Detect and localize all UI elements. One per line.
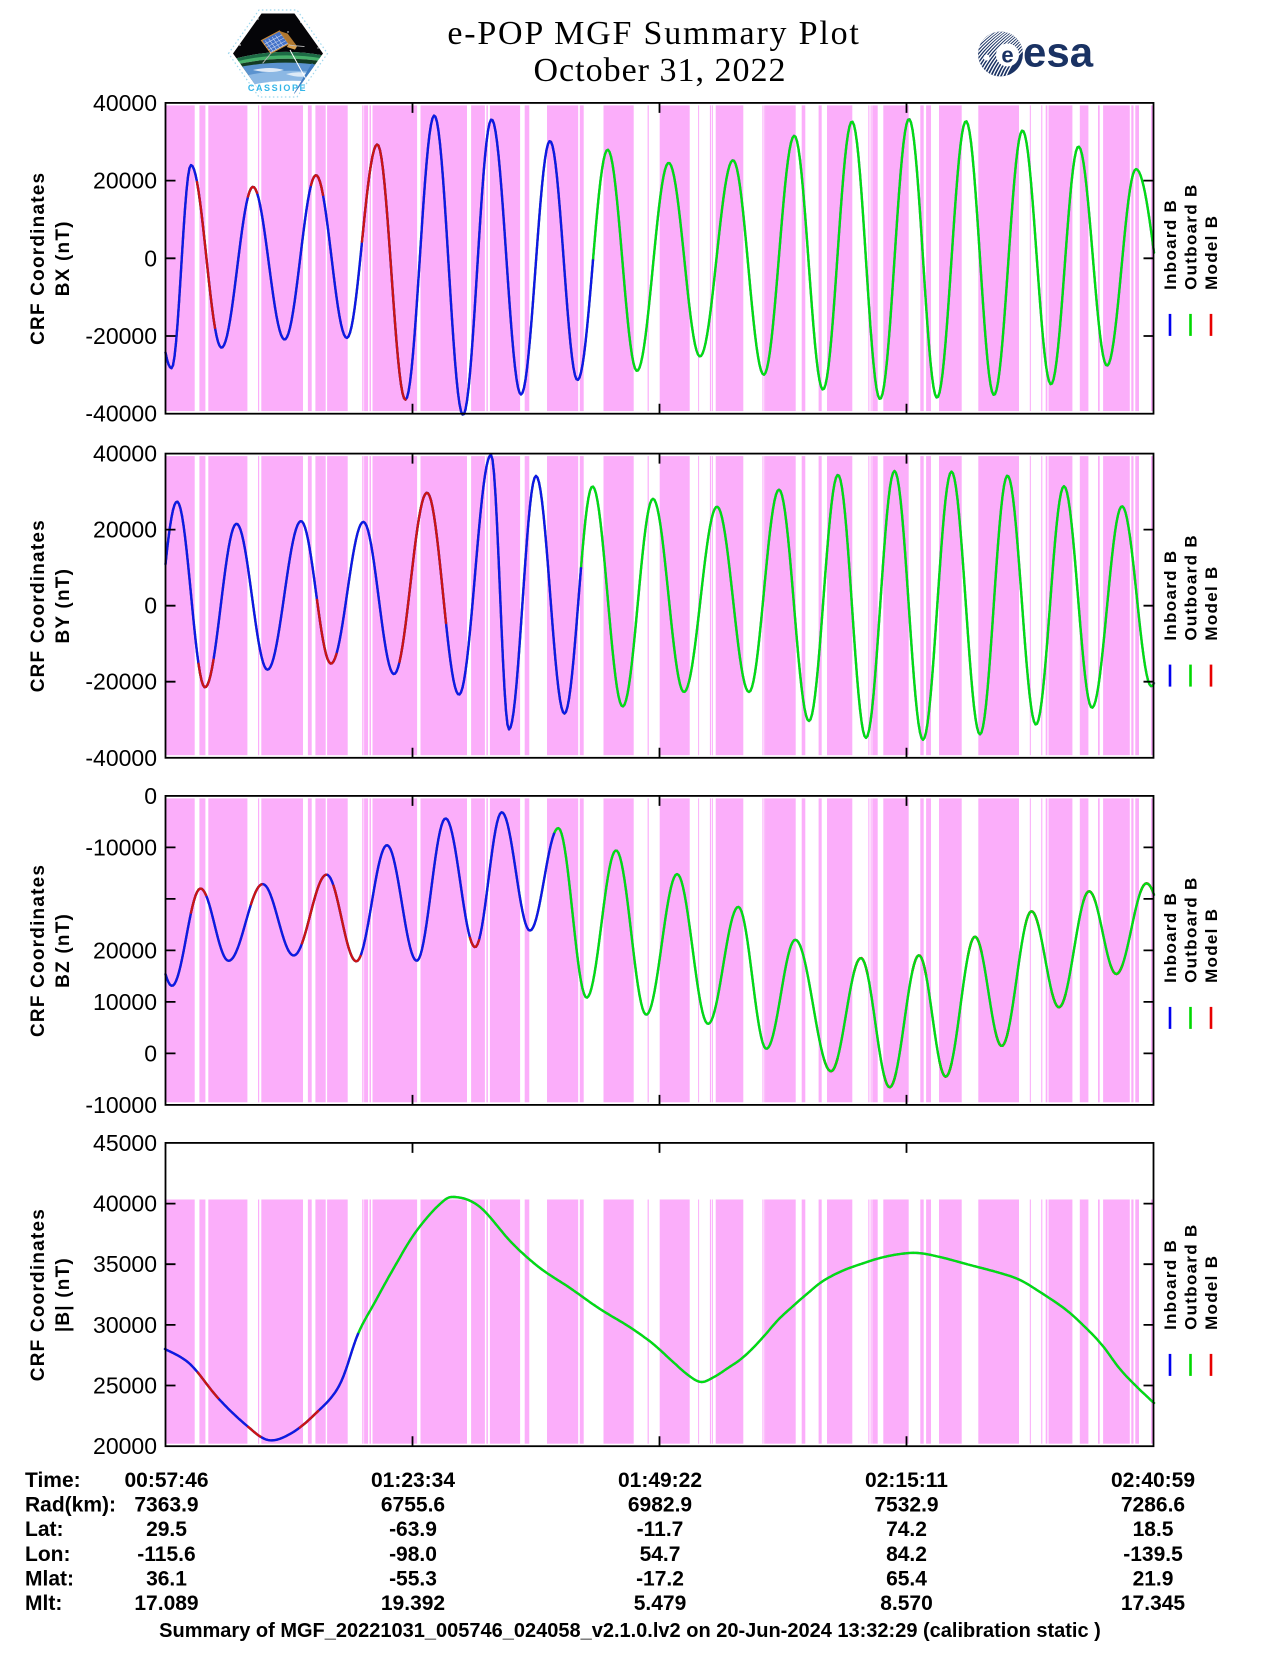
svg-text:-20000: -20000 (85, 669, 157, 695)
svg-text:65.4: 65.4 (886, 1567, 927, 1590)
svg-text:40000: 40000 (93, 90, 157, 116)
svg-text:20000: 20000 (93, 168, 157, 194)
svg-text:-17.2: -17.2 (636, 1567, 684, 1590)
svg-text:-10000: -10000 (85, 834, 157, 860)
svg-text:7286.6: 7286.6 (1121, 1494, 1185, 1517)
svg-text:45000: 45000 (93, 1130, 157, 1156)
svg-text:BZ (nT): BZ (nT) (53, 913, 74, 988)
svg-text:20000: 20000 (93, 517, 157, 543)
svg-text:19.392: 19.392 (381, 1592, 445, 1615)
svg-text:CRF Coordinates: CRF Coordinates (28, 864, 49, 1037)
svg-text:5.479: 5.479 (634, 1592, 687, 1615)
svg-text:0: 0 (144, 1040, 157, 1066)
svg-text:54.7: 54.7 (640, 1543, 681, 1566)
svg-text:Model B: Model B (1202, 908, 1221, 983)
svg-text:30000: 30000 (93, 1312, 157, 1338)
svg-text:-20000: -20000 (85, 323, 157, 349)
svg-text:10000: 10000 (93, 989, 157, 1015)
svg-text:35000: 35000 (93, 1251, 157, 1277)
svg-text:Rad(km):: Rad(km): (25, 1494, 116, 1517)
svg-text:-11.7: -11.7 (637, 1518, 684, 1541)
svg-text:36.1: 36.1 (146, 1567, 187, 1590)
svg-text:Inboard B: Inboard B (1161, 199, 1180, 290)
svg-text:CRF Coordinates: CRF Coordinates (28, 1208, 49, 1381)
svg-text:84.2: 84.2 (886, 1543, 927, 1566)
svg-text:Outboard B: Outboard B (1182, 876, 1201, 983)
svg-text:17.089: 17.089 (134, 1592, 198, 1615)
svg-text:0: 0 (144, 245, 157, 271)
svg-text:-55.3: -55.3 (389, 1567, 437, 1590)
svg-text:18.5: 18.5 (1133, 1518, 1174, 1541)
svg-text:17.345: 17.345 (1121, 1592, 1186, 1615)
svg-text:74.2: 74.2 (886, 1518, 927, 1541)
svg-text:0: 0 (144, 783, 157, 809)
svg-text:20000: 20000 (93, 1433, 157, 1459)
svg-text:BY (nT): BY (nT) (53, 568, 74, 644)
svg-text:40000: 40000 (93, 1191, 157, 1217)
svg-text:Model B: Model B (1202, 215, 1221, 290)
svg-text:-139.5: -139.5 (1123, 1543, 1183, 1566)
svg-text:-63.9: -63.9 (389, 1518, 437, 1541)
svg-text:Outboard B: Outboard B (1182, 1223, 1201, 1330)
svg-text:29.5: 29.5 (146, 1518, 187, 1541)
svg-text:|B| (nT): |B| (nT) (53, 1257, 74, 1332)
svg-text:Time:: Time: (25, 1469, 81, 1492)
svg-text:Outboard B: Outboard B (1182, 183, 1201, 290)
svg-text:0: 0 (144, 593, 157, 619)
svg-text:esa: esa (1023, 29, 1094, 76)
svg-text:e-POP MGF Summary Plot: e-POP MGF Summary Plot (447, 15, 860, 52)
svg-text:CASSIOPE: CASSIOPE (248, 83, 307, 93)
svg-text:-10000: -10000 (85, 1092, 157, 1118)
svg-text:Summary of MGF_20221031_005746: Summary of MGF_20221031_005746_024058_v2… (159, 1620, 1101, 1642)
svg-text:-40000: -40000 (85, 745, 157, 771)
svg-text:CRF Coordinates: CRF Coordinates (28, 519, 49, 692)
svg-text:6755.6: 6755.6 (381, 1494, 445, 1517)
svg-text:40000: 40000 (93, 441, 157, 467)
svg-text:Inboard B: Inboard B (1161, 1239, 1180, 1330)
svg-text:02:15:11: 02:15:11 (865, 1469, 948, 1492)
svg-text:6982.9: 6982.9 (628, 1494, 692, 1517)
svg-text:CRF Coordinates: CRF Coordinates (28, 172, 49, 345)
svg-text:Mlat:: Mlat: (25, 1567, 74, 1590)
svg-text:8.570: 8.570 (880, 1592, 933, 1615)
svg-text:01:23:34: 01:23:34 (371, 1469, 455, 1492)
svg-text:e: e (1001, 43, 1013, 68)
svg-text:00:57:46: 00:57:46 (124, 1469, 208, 1492)
svg-text:Lon:: Lon: (25, 1543, 70, 1566)
svg-text:Lat:: Lat: (25, 1518, 64, 1541)
svg-text:7532.9: 7532.9 (874, 1494, 938, 1517)
svg-text:-98.0: -98.0 (389, 1543, 437, 1566)
svg-text:Model B: Model B (1202, 1255, 1221, 1330)
svg-text:02:40:59: 02:40:59 (1111, 1469, 1195, 1492)
svg-text:-115.6: -115.6 (137, 1543, 195, 1566)
svg-text:20000: 20000 (93, 937, 157, 963)
svg-text:Mlt:: Mlt: (25, 1592, 62, 1615)
svg-text:October 31, 2022: October 31, 2022 (533, 52, 786, 89)
svg-text:-40000: -40000 (85, 401, 157, 427)
svg-text:25000: 25000 (93, 1373, 157, 1399)
svg-text:7363.9: 7363.9 (134, 1494, 198, 1517)
svg-text:Inboard B: Inboard B (1161, 892, 1180, 983)
svg-text:Outboard B: Outboard B (1182, 534, 1201, 641)
svg-text:21.9: 21.9 (1133, 1567, 1174, 1590)
svg-text:Inboard B: Inboard B (1161, 550, 1180, 641)
svg-text:Model B: Model B (1202, 565, 1221, 640)
svg-text:01:49:22: 01:49:22 (618, 1469, 702, 1492)
svg-text:BX (nT): BX (nT) (53, 220, 74, 296)
